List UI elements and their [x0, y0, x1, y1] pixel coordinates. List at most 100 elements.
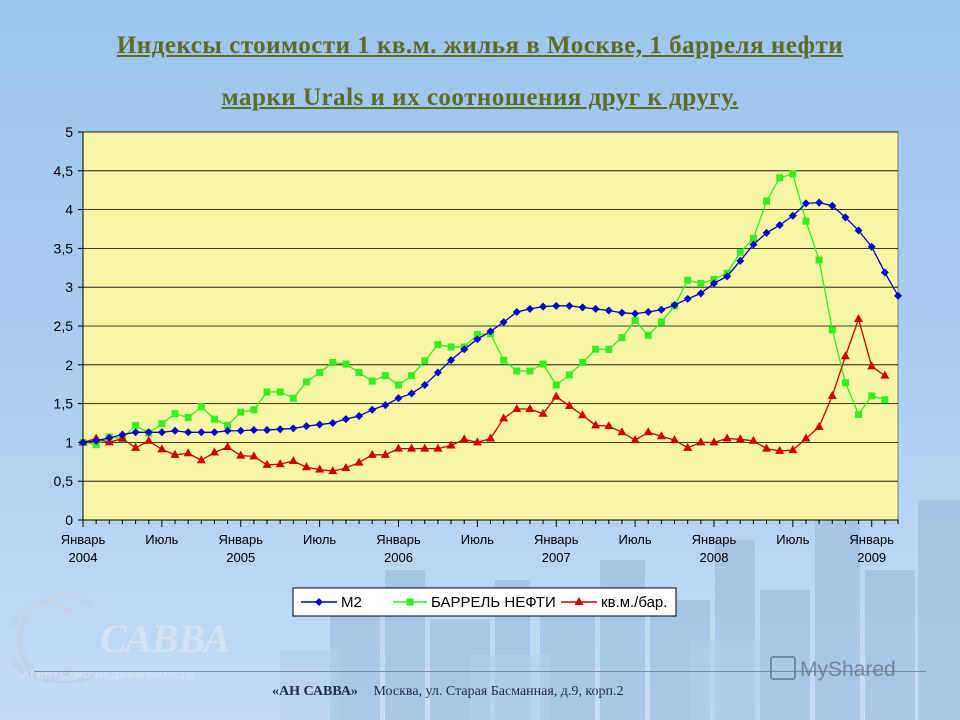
data-point	[223, 442, 233, 451]
data-point	[157, 444, 167, 453]
data-point	[802, 217, 810, 225]
footer: «АН САВВА» Москва, ул. Старая Басманная,…	[272, 684, 624, 700]
footer-org: «АН САВВА»	[272, 684, 358, 699]
data-point	[394, 381, 402, 389]
x-tick-label: Январь	[534, 532, 579, 547]
data-point	[92, 436, 101, 445]
data-point	[209, 447, 219, 456]
data-point	[578, 410, 588, 419]
x-tick-year-label: 2005	[226, 550, 255, 565]
data-point	[539, 302, 548, 311]
data-point	[513, 367, 521, 375]
data-point	[735, 434, 745, 443]
data-point	[749, 234, 757, 242]
data-point	[420, 443, 430, 452]
data-point	[380, 449, 390, 458]
data-point	[722, 433, 732, 442]
data-point	[656, 431, 666, 440]
data-point	[591, 304, 600, 313]
data-point	[736, 248, 744, 256]
data-point	[578, 303, 587, 312]
x-tick-label: Июль	[776, 532, 809, 547]
legend-marker	[315, 598, 323, 606]
data-point	[262, 459, 272, 468]
data-point	[105, 433, 114, 442]
data-point	[434, 341, 442, 349]
x-tick-label: Июль	[303, 532, 336, 547]
data-point	[788, 445, 798, 454]
legend-item: кв.м./бар.	[561, 594, 667, 611]
x-tick-label: Июль	[145, 532, 178, 547]
data-point	[644, 308, 653, 317]
data-point	[815, 198, 824, 207]
data-point	[789, 170, 797, 178]
data-point	[302, 422, 311, 431]
legend-item: БАРРЕЛЬ НЕФТИ	[393, 594, 556, 611]
data-point	[696, 437, 706, 446]
data-point	[551, 391, 561, 400]
data-point	[276, 425, 285, 434]
data-point	[630, 435, 640, 444]
data-point	[814, 421, 824, 430]
data-point	[368, 377, 376, 385]
data-point	[868, 392, 876, 400]
data-point	[381, 372, 389, 380]
data-point	[355, 369, 363, 377]
data-point	[604, 421, 614, 430]
data-point	[144, 428, 153, 437]
data-point	[433, 368, 442, 377]
data-point	[275, 459, 285, 468]
data-point	[184, 414, 192, 422]
data-point	[197, 403, 205, 411]
data-point	[210, 428, 219, 437]
x-tick-label: Июль	[619, 532, 652, 547]
data-point	[171, 426, 180, 435]
data-point	[827, 390, 837, 399]
data-point	[236, 450, 246, 459]
data-point	[447, 356, 456, 365]
data-point	[763, 197, 771, 205]
data-point	[538, 408, 548, 417]
y-tick-label: 4	[65, 202, 73, 218]
data-point	[328, 419, 337, 427]
y-tick-label: 0	[65, 512, 73, 528]
data-point	[828, 201, 837, 210]
logo-text: САВВА	[100, 616, 230, 661]
data-point	[840, 351, 850, 360]
data-point	[131, 428, 140, 437]
title-line-1: Индексы стоимости 1 кв.м. жилья в Москве…	[116, 32, 844, 59]
data-point	[841, 379, 849, 387]
data-point	[355, 412, 364, 421]
data-point	[828, 326, 836, 334]
data-point	[617, 427, 627, 436]
x-tick-year-label: 2004	[69, 550, 98, 565]
x-tick-label: Январь	[376, 532, 421, 547]
data-point	[631, 309, 640, 318]
data-point	[801, 199, 810, 208]
data-point	[196, 455, 206, 464]
data-point	[447, 343, 455, 351]
data-point	[880, 268, 889, 277]
data-point	[459, 434, 469, 443]
data-point	[170, 449, 180, 458]
data-point	[670, 301, 679, 310]
y-tick-label: 1	[65, 434, 73, 450]
data-point	[762, 443, 772, 452]
data-point	[854, 314, 864, 323]
data-point	[367, 449, 377, 458]
data-point	[341, 415, 350, 424]
data-point	[421, 357, 429, 365]
data-point	[591, 420, 601, 429]
legend-marker	[406, 598, 414, 606]
data-point	[841, 213, 850, 222]
data-point	[697, 279, 705, 287]
data-point	[368, 405, 377, 414]
data-point	[263, 388, 271, 396]
data-point	[329, 358, 337, 366]
data-point	[144, 435, 154, 444]
data-point	[315, 464, 325, 473]
data-point	[552, 381, 560, 389]
data-point	[788, 211, 797, 220]
data-point	[223, 426, 232, 435]
data-point	[316, 369, 324, 377]
